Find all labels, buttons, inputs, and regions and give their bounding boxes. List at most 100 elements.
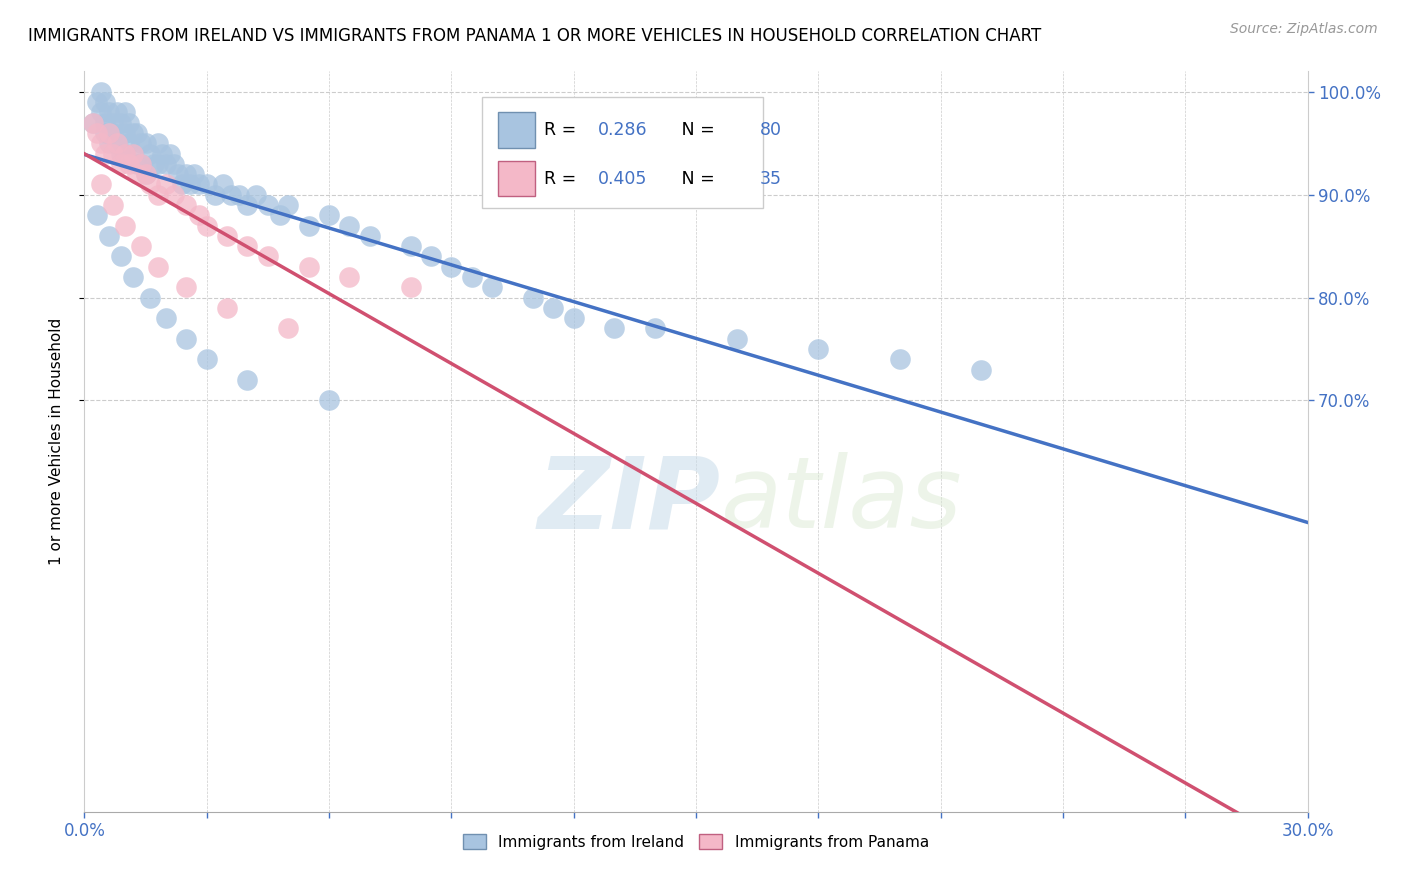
Point [163, 187, 186, 202]
Point [603, 321, 626, 335]
Point [172, 178, 194, 192]
Point [970, 362, 993, 376]
Point [105, 136, 128, 151]
Point [105, 136, 128, 151]
FancyBboxPatch shape [482, 97, 763, 209]
Point [245, 187, 267, 202]
Text: ZIP: ZIP [537, 452, 720, 549]
Point [86, 208, 108, 222]
Point [82, 116, 104, 130]
Point [174, 280, 197, 294]
Point [146, 260, 169, 274]
Point [146, 187, 169, 202]
Point [277, 321, 299, 335]
Point [163, 157, 186, 171]
Point [318, 393, 340, 408]
Point [179, 178, 201, 192]
Point [97, 126, 120, 140]
Point [135, 167, 157, 181]
Point [236, 373, 259, 387]
Point [138, 291, 160, 305]
Point [122, 270, 145, 285]
Point [127, 126, 149, 140]
Point [725, 332, 748, 346]
Point [187, 178, 209, 192]
Point [174, 198, 197, 212]
Text: R =: R = [544, 169, 582, 187]
Point [93, 146, 115, 161]
Point [97, 228, 120, 243]
Point [114, 146, 136, 161]
Point [217, 228, 239, 243]
Point [889, 352, 911, 367]
Text: 0.286: 0.286 [598, 121, 648, 139]
Point [135, 136, 157, 151]
Point [131, 136, 153, 151]
Point [562, 311, 585, 326]
Point [339, 270, 361, 285]
Point [114, 146, 136, 161]
Point [298, 260, 321, 274]
Point [135, 167, 157, 181]
Point [114, 126, 136, 140]
Point [131, 157, 153, 171]
Point [228, 187, 250, 202]
Text: atlas: atlas [720, 452, 962, 549]
Point [90, 136, 112, 151]
Point [461, 270, 484, 285]
Point [146, 136, 169, 151]
Point [543, 301, 565, 315]
Point [187, 208, 209, 222]
Point [236, 198, 259, 212]
Point [219, 187, 242, 202]
Point [114, 105, 136, 120]
Point [155, 178, 177, 192]
Point [440, 260, 463, 274]
Point [101, 146, 124, 161]
Bar [498, 161, 534, 196]
Point [122, 126, 145, 140]
Point [101, 198, 124, 212]
Point [807, 342, 830, 356]
Point [146, 157, 169, 171]
Point [339, 219, 361, 233]
Point [167, 167, 190, 181]
Point [127, 157, 149, 171]
Legend: Immigrants from Ireland, Immigrants from Panama: Immigrants from Ireland, Immigrants from… [457, 828, 935, 856]
Point [644, 321, 666, 335]
Point [183, 167, 205, 181]
Text: N =: N = [665, 121, 721, 139]
Point [127, 167, 149, 181]
Point [399, 280, 422, 294]
Point [90, 178, 112, 192]
Point [90, 85, 112, 99]
Point [174, 332, 197, 346]
Point [195, 219, 218, 233]
Point [93, 116, 115, 130]
Point [212, 178, 235, 192]
Point [93, 95, 115, 110]
Point [522, 291, 544, 305]
Point [110, 146, 132, 161]
Point [110, 250, 132, 264]
Point [481, 280, 503, 294]
Text: Source: ZipAtlas.com: Source: ZipAtlas.com [1230, 22, 1378, 37]
Point [399, 239, 422, 253]
Point [174, 167, 197, 181]
Point [257, 250, 280, 264]
Point [420, 250, 443, 264]
Point [298, 219, 321, 233]
Point [93, 126, 115, 140]
Point [105, 105, 128, 120]
Point [138, 178, 160, 192]
Point [118, 157, 141, 171]
Point [159, 146, 181, 161]
Point [86, 95, 108, 110]
Point [114, 219, 136, 233]
Point [101, 126, 124, 140]
Text: 0.405: 0.405 [598, 169, 648, 187]
Point [110, 116, 132, 130]
Point [236, 239, 259, 253]
Point [155, 157, 177, 171]
Point [217, 301, 239, 315]
